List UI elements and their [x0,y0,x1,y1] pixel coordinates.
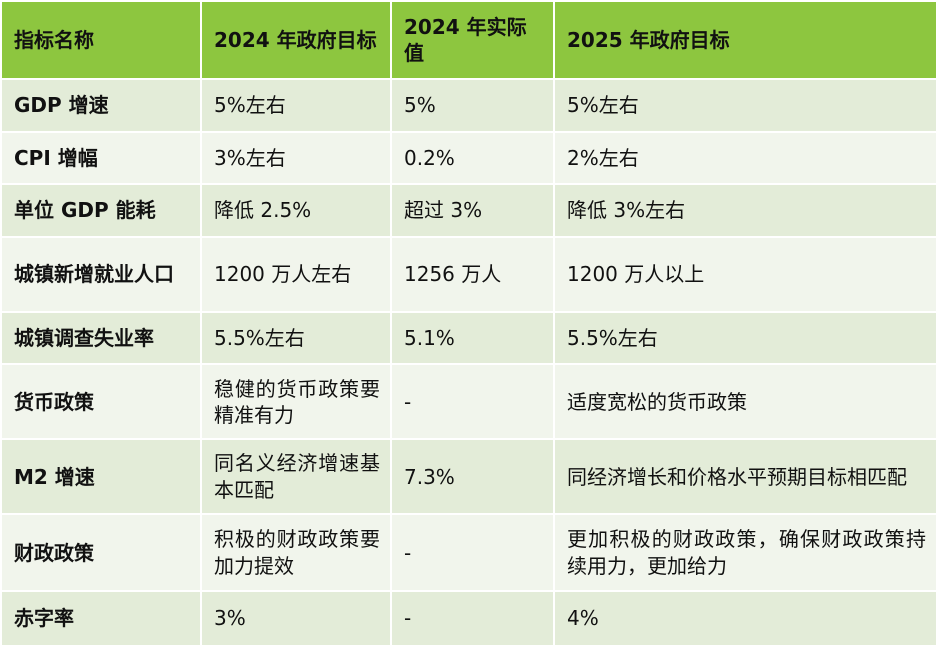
row-label: 货币政策 [0,363,202,441]
cell-2024-actual: 7.3% [390,438,555,516]
cell-2024-actual: - [390,590,555,647]
cell-2025-target: 1200 万人以上 [553,235,936,313]
cell-2025-target: 适度宽松的货币政策 [553,363,936,441]
cell-2025-target: 更加积极的财政政策，确保财政政策持续用力，更加给力 [553,513,936,593]
table-header: 指标名称 2024 年政府目标 2024 年实际值 2025 年政府目标 [0,0,936,80]
cell-2025-target: 同经济增长和价格水平预期目标相匹配 [553,438,936,516]
cell-2024-target: 3%左右 [200,130,392,186]
cell-2024-actual: 5.1% [390,310,555,366]
row-label: 单位 GDP 能耗 [0,183,202,238]
table-row: 赤字率 3% - 4% [0,590,936,647]
cell-2024-actual: 0.2% [390,130,555,186]
row-label: M2 增速 [0,438,202,516]
header-2024-target: 2024 年政府目标 [200,0,392,80]
table-row: 城镇调查失业率 5.5%左右 5.1% 5.5%左右 [0,310,936,366]
cell-2025-target: 4% [553,590,936,647]
header-2024-actual: 2024 年实际值 [390,0,555,80]
table-row: 财政政策 积极的财政政策要加力提效 - 更加积极的财政政策，确保财政政策持续用力… [0,513,936,593]
header-2025-target: 2025 年政府目标 [553,0,936,80]
row-label: 财政政策 [0,513,202,593]
cell-2024-target: 降低 2.5% [200,183,392,238]
cell-2024-target: 5.5%左右 [200,310,392,366]
cell-2025-target: 5%左右 [553,78,936,133]
cell-2025-target: 降低 3%左右 [553,183,936,238]
table-row: 货币政策 稳健的货币政策要精准有力 - 适度宽松的货币政策 [0,363,936,441]
table-row: M2 增速 同名义经济增速基本匹配 7.3% 同经济增长和价格水平预期目标相匹配 [0,438,936,516]
row-label: 赤字率 [0,590,202,647]
table-body: GDP 增速 5%左右 5% 5%左右 CPI 增幅 3%左右 0.2% 2%左… [0,78,936,647]
cell-2025-target: 2%左右 [553,130,936,186]
header-indicator-name: 指标名称 [0,0,202,80]
cell-2024-actual: 1256 万人 [390,235,555,313]
table-row: CPI 增幅 3%左右 0.2% 2%左右 [0,130,936,186]
cell-2025-target: 5.5%左右 [553,310,936,366]
cell-2024-target: 稳健的货币政策要精准有力 [200,363,392,441]
cell-2024-target: 积极的财政政策要加力提效 [200,513,392,593]
cell-2024-target: 3% [200,590,392,647]
table-row: 城镇新增就业人口 1200 万人左右 1256 万人 1200 万人以上 [0,235,936,313]
row-label: 城镇新增就业人口 [0,235,202,313]
table-row: 单位 GDP 能耗 降低 2.5% 超过 3% 降低 3%左右 [0,183,936,238]
table-row: GDP 增速 5%左右 5% 5%左右 [0,78,936,133]
cell-2024-target: 5%左右 [200,78,392,133]
cell-2024-target: 1200 万人左右 [200,235,392,313]
cell-2024-actual: 超过 3% [390,183,555,238]
row-label: 城镇调查失业率 [0,310,202,366]
cell-2024-actual: - [390,363,555,441]
cell-2024-actual: 5% [390,78,555,133]
row-label: CPI 增幅 [0,130,202,186]
header-row: 指标名称 2024 年政府目标 2024 年实际值 2025 年政府目标 [0,0,936,80]
row-label: GDP 增速 [0,78,202,133]
cell-2024-target: 同名义经济增速基本匹配 [200,438,392,516]
cell-2024-actual: - [390,513,555,593]
